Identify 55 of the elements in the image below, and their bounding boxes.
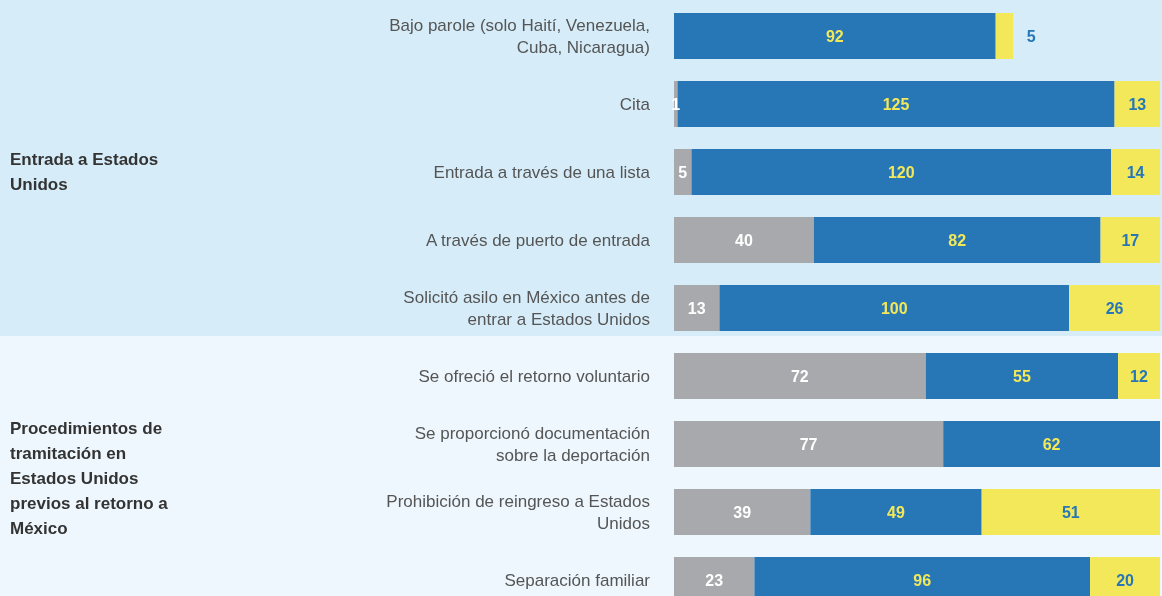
data-label: 96 [913,572,932,589]
data-label: 39 [733,504,752,521]
data-label: 82 [948,232,967,249]
bar [1100,217,1160,263]
y-tick-label: Cita [619,95,651,114]
data-label: 51 [1061,504,1080,521]
data-label: 49 [887,504,906,521]
data-label: 13 [687,300,706,317]
y-tick-label: Entrada a través de una lista [433,163,651,182]
y-tick-label: Prohibición de reingreso a Estados Unidos [386,492,650,533]
data-label: 12 [1130,368,1149,385]
data-label: 62 [1042,436,1061,453]
bar [995,13,1014,59]
y-tick-label: Separación familiar [504,571,651,590]
text: Entrada a Estados Unidos [10,149,160,196]
text: Procedimientos de tramitación en Estados Unidos previos al retorno a México [10,417,169,540]
data-label: 5 [1026,28,1036,45]
bar [674,285,720,331]
data-label: 14 [1126,164,1145,181]
data-label: 100 [880,300,908,317]
bar [674,421,944,467]
bar [674,13,996,59]
data-label: 77 [799,436,818,453]
bar [674,489,811,535]
data-label: 40 [735,232,753,249]
data-label: 26 [1105,300,1124,317]
data-label: 13 [1128,96,1147,113]
bar [1114,81,1160,127]
data-label: 5 [678,164,688,181]
data-label: 20 [1116,572,1135,589]
data-label: 17 [1121,232,1140,249]
data-label: 1 [671,96,681,113]
y-tick-label: Solicitó asilo en México antes de entrar a Estados Unidos [403,288,650,329]
bar [925,353,1119,399]
data-label: 125 [882,96,910,113]
data-label: 55 [1012,368,1031,385]
bar [674,353,926,399]
y-tick-label: Se ofreció el retorno voluntario [418,367,650,386]
bar [674,217,814,263]
y-tick-label: Se proporcionó documentación sobre la deportación [414,424,650,465]
bar [1118,353,1160,399]
bar [810,489,982,535]
bar [1069,285,1160,331]
y-tick-label: Bajo parole (solo Haití, Venezuela, Cuba, Nicaragua) [389,16,650,57]
data-label: 92 [825,28,844,45]
y-tick-label: A través de puerto de entrada [426,231,651,250]
bar [719,285,1070,331]
bar [1111,149,1160,195]
bar [981,489,1160,535]
bar [943,421,1160,467]
bar [813,217,1101,263]
data-label: 120 [887,164,915,181]
data-label: 72 [790,368,809,385]
data-label: 23 [705,572,724,589]
bar [691,149,1112,195]
